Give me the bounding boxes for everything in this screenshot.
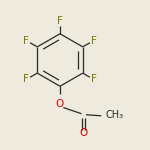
Text: F: F [23,36,29,45]
Text: F: F [91,36,97,45]
Text: F: F [23,75,29,84]
Text: F: F [91,75,97,84]
Text: O: O [79,128,87,138]
Text: F: F [57,16,63,26]
Text: CH₃: CH₃ [105,111,123,120]
Text: O: O [56,99,64,109]
